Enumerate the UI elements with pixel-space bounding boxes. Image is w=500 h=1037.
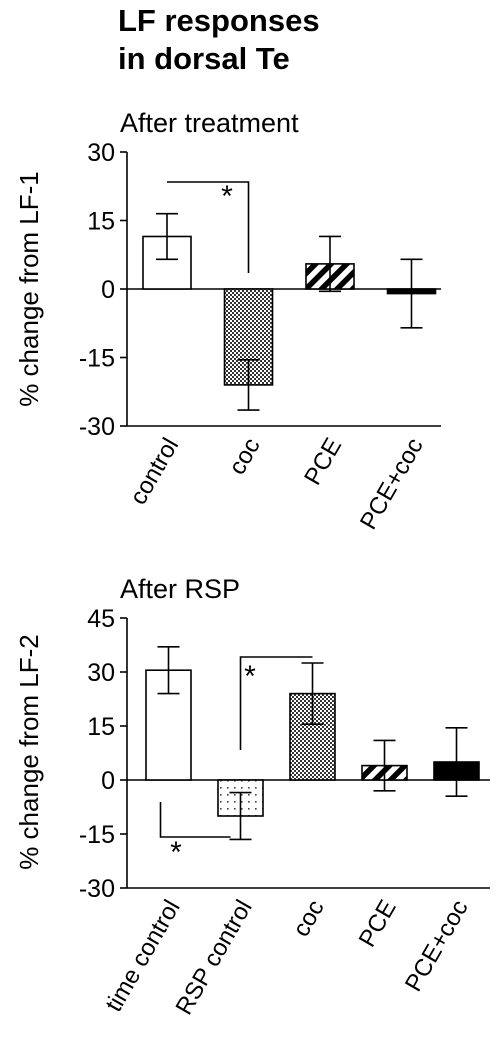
y-tick-label: -30 [79, 875, 115, 903]
category-label: coc [288, 896, 330, 942]
significance-bracket [159, 802, 231, 838]
y-tick-label: -15 [79, 345, 115, 373]
figure-title-line1: LF responses [118, 3, 320, 38]
category-label: PCE+coc [355, 434, 429, 535]
panel-title: After RSP [120, 574, 240, 604]
y-axis-label: % change from LF-1 [14, 171, 44, 407]
chart-after-treatment: After treatment % change from LF-1 30 15 0 -1… [14, 108, 441, 534]
panel-title: After treatment [120, 108, 299, 138]
y-tick-label: 45 [87, 605, 115, 633]
y-tick-label: 30 [87, 139, 115, 167]
category-label: PCE [354, 896, 402, 952]
y-tick-label: -15 [79, 821, 115, 849]
significance-star: * [244, 660, 256, 693]
y-tick-label: 0 [101, 767, 115, 795]
y-tick-label: 0 [101, 276, 115, 304]
y-tick-label: 15 [87, 208, 115, 236]
significance-bracket [167, 181, 250, 273]
category-label: RSP control [171, 896, 258, 1020]
y-tick-label: -30 [79, 413, 115, 441]
significance-star: * [170, 836, 182, 869]
category-label: coc [224, 434, 266, 480]
y-tick-label: 15 [87, 713, 115, 741]
category-label: control [125, 434, 184, 510]
y-axis-label: % change from LF-2 [14, 634, 44, 870]
category-label: PCE [299, 434, 347, 490]
category-label: PCE+coc [400, 896, 474, 997]
significance-star: * [221, 180, 233, 213]
y-tick-label: 30 [87, 659, 115, 687]
category-label: time control [100, 896, 185, 1017]
chart-after-rsp: After RSP % change from LF-2 45 30 15 0 -15 -30… [14, 574, 490, 1020]
figure-title-line2: in dorsal Te [118, 41, 290, 76]
significance-bracket [239, 656, 313, 750]
